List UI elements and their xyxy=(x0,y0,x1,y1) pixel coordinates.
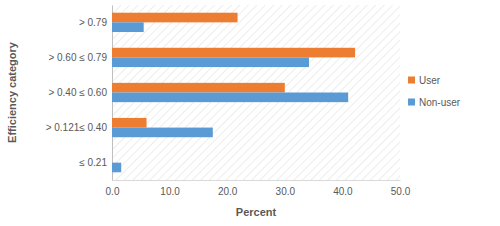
legend-label: User xyxy=(419,75,441,86)
y-tick: > 0.40 ≤ 0.60 xyxy=(48,87,112,98)
bar xyxy=(112,163,121,173)
x-tick-label: 30.0 xyxy=(276,186,296,197)
y-tick: > 0.79 xyxy=(79,17,112,28)
y-tick: ≤ 0.21 xyxy=(79,157,112,168)
bars xyxy=(112,13,355,173)
y-tick-label: > 0.79 xyxy=(79,17,108,28)
x-tick: 30.0 xyxy=(276,180,296,197)
x-axis: 0.0 10.0 20.0 30.0 40.0 50.0 xyxy=(106,180,411,197)
x-tick-label: 20.0 xyxy=(218,186,238,197)
series xyxy=(112,13,355,128)
bar xyxy=(112,48,355,58)
y-tick-label: > 0.121≤ 0.40 xyxy=(46,122,108,133)
legend-label: Non-user xyxy=(419,97,461,108)
legend-entry: User xyxy=(408,75,441,86)
bar xyxy=(112,13,238,23)
y-tick: > 0.60 ≤ 0.79 xyxy=(48,52,112,63)
legend-swatch xyxy=(408,99,415,106)
x-axis-title: Percent xyxy=(236,206,277,218)
bar xyxy=(112,153,113,163)
y-tick-label: > 0.40 ≤ 0.60 xyxy=(48,87,107,98)
bar xyxy=(112,93,348,103)
bar xyxy=(112,118,147,128)
legend: User Non-user xyxy=(408,75,461,108)
bar xyxy=(112,57,309,67)
series xyxy=(112,22,348,172)
y-tick-label: ≤ 0.21 xyxy=(79,157,107,168)
y-axis: ≤ 0.21 > 0.121≤ 0.40 > 0.40 ≤ 0.60 > 0.60 ≤… xyxy=(46,6,113,181)
x-tick-label: 0.0 xyxy=(106,186,120,197)
x-tick-label: 40.0 xyxy=(333,186,353,197)
bar xyxy=(112,83,285,93)
x-tick-label: 10.0 xyxy=(160,186,180,197)
y-axis-title: Efficiency category xyxy=(6,41,18,143)
x-tick: 50.0 xyxy=(391,180,411,197)
y-tick: > 0.121≤ 0.40 xyxy=(46,122,112,133)
x-tick-label: 50.0 xyxy=(391,186,411,197)
bar xyxy=(112,128,213,138)
x-tick: 0.0 xyxy=(106,180,120,197)
legend-entry: Non-user xyxy=(408,97,461,108)
x-tick: 20.0 xyxy=(218,180,238,197)
x-axis-line xyxy=(113,180,401,181)
bar xyxy=(112,22,144,32)
plot-background xyxy=(112,5,400,180)
x-tick: 10.0 xyxy=(160,180,180,197)
legend-swatch xyxy=(408,77,415,84)
x-tick: 40.0 xyxy=(333,180,353,197)
y-tick-label: > 0.60 ≤ 0.79 xyxy=(48,52,107,63)
